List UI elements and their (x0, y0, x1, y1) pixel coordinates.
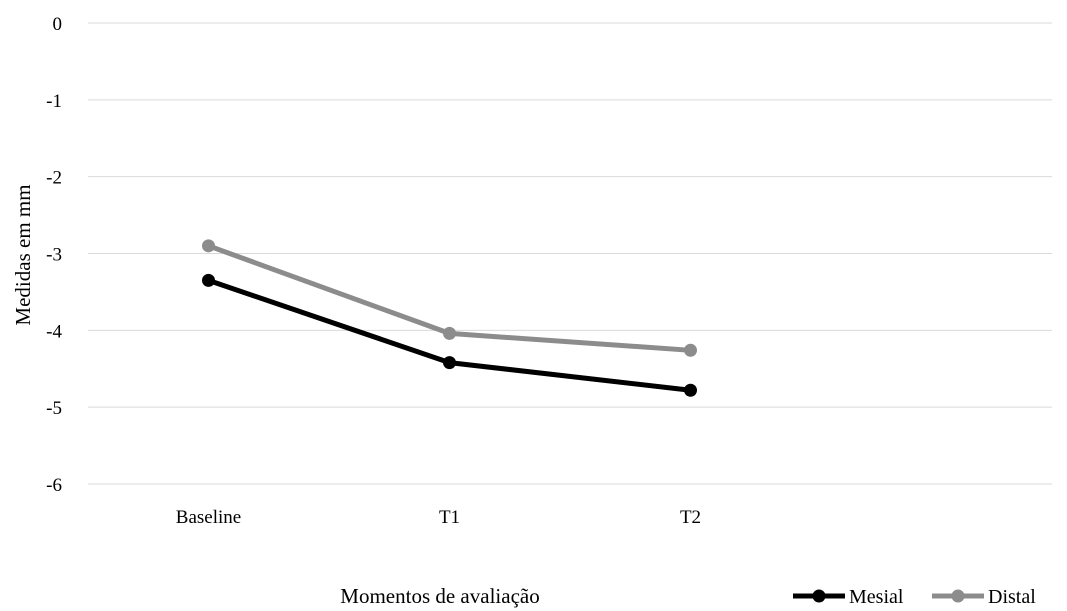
x-tick-label: T2 (680, 507, 701, 528)
series-mesial (202, 273, 697, 397)
data-point (443, 356, 456, 370)
data-point (202, 239, 215, 253)
y-tick-label: -6 (46, 475, 62, 496)
y-tick-label: -2 (46, 168, 62, 189)
legend-label: Mesial (849, 586, 904, 608)
legend-marker (812, 589, 826, 603)
data-point (684, 343, 697, 357)
gridlines (88, 22, 1052, 485)
data-point (443, 326, 456, 340)
x-tick-label: T1 (439, 507, 460, 528)
y-tick-label: -3 (46, 245, 62, 266)
x-axis-title: Momentos de avaliação (340, 584, 539, 608)
x-tick-label: Baseline (176, 507, 241, 528)
legend-item-distal: Distal (932, 586, 1036, 608)
y-tick-label: -1 (46, 91, 62, 112)
legend-item-mesial: Mesial (793, 586, 904, 608)
data-point (202, 273, 215, 287)
legend-label: Distal (988, 586, 1036, 608)
legend: Mesial Distal (793, 586, 1036, 608)
legend-marker (951, 589, 965, 603)
data-point (684, 383, 697, 397)
series-distal (202, 239, 697, 357)
y-tick-label: 0 (53, 14, 63, 35)
y-axis-ticks: 0 -1 -2 -3 -4 -5 -6 (46, 14, 62, 496)
series-lines (202, 239, 697, 397)
y-tick-label: -4 (46, 321, 62, 342)
y-axis-title: Medidas em mm (11, 184, 35, 325)
x-axis-ticks: Baseline T1 T2 (176, 507, 701, 528)
y-tick-label: -5 (46, 398, 62, 419)
